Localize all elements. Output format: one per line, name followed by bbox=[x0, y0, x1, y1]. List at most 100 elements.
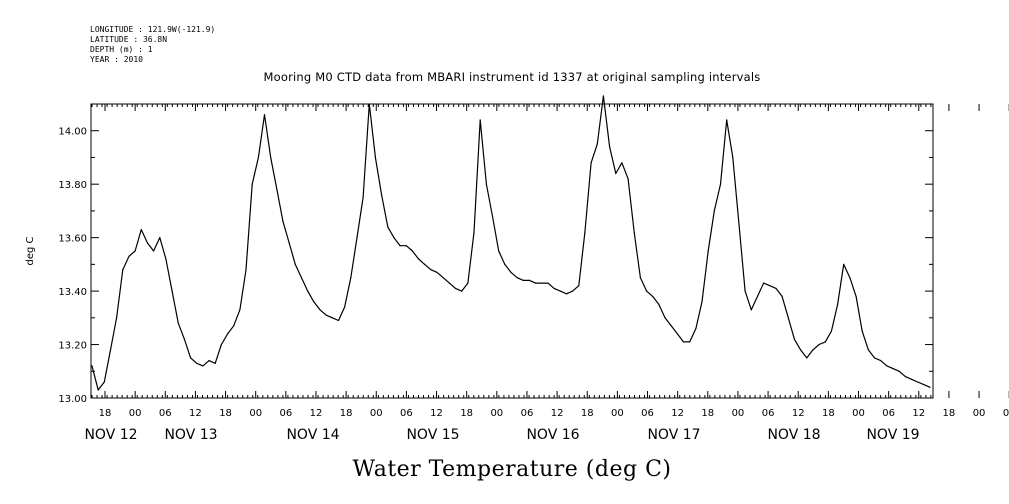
y-tick-label: 14.00 bbox=[58, 127, 87, 138]
x-axis-label: Water Temperature (deg C) bbox=[353, 457, 672, 482]
temperature-data-point bbox=[171, 290, 173, 292]
temperature-data-point bbox=[393, 237, 395, 239]
temperature-data-point bbox=[689, 341, 691, 343]
temperature-data-point bbox=[442, 277, 444, 279]
temperature-data-point bbox=[818, 343, 820, 346]
temperature-data-point bbox=[849, 277, 851, 279]
temperature-data-point bbox=[491, 215, 494, 217]
temperature-data-point bbox=[128, 255, 130, 257]
temperature-data-point bbox=[153, 250, 155, 252]
temperature-data-point bbox=[116, 317, 118, 319]
x-hour-tick-label: 18 bbox=[219, 408, 232, 419]
x-hour-tick-label: 06 bbox=[521, 408, 534, 419]
temperature-data-point bbox=[418, 258, 420, 260]
temperature-data-point bbox=[183, 338, 185, 340]
x-hour-tick-label: 18 bbox=[99, 408, 112, 419]
temperature-data-point bbox=[553, 287, 555, 289]
x-hour-tick-label: 12 bbox=[912, 408, 925, 419]
temperature-data-point bbox=[781, 295, 783, 297]
x-hour-tick-label: 12 bbox=[430, 408, 443, 419]
x-hour-tick-label: 00 bbox=[249, 408, 262, 419]
temperature-data-point bbox=[837, 303, 839, 306]
temperature-data-point bbox=[843, 263, 845, 265]
x-hour-tick-label: 00 bbox=[852, 408, 865, 419]
temperature-data-point bbox=[227, 333, 229, 335]
temperature-data-point bbox=[646, 290, 648, 292]
temperature-data-point bbox=[251, 183, 253, 185]
temperature-data-point bbox=[880, 360, 882, 362]
temperature-data-point bbox=[122, 269, 124, 271]
y-tick-label: 13.80 bbox=[58, 180, 87, 191]
temperature-data-point bbox=[103, 381, 105, 383]
temperature-data-point bbox=[904, 376, 907, 378]
x-hour-tick-label: 00 bbox=[611, 408, 624, 419]
temperature-data-point bbox=[633, 231, 635, 233]
temperature-data-point bbox=[584, 231, 586, 233]
temperature-data-point bbox=[775, 287, 777, 289]
x-day-label: NOV 17 bbox=[647, 427, 700, 443]
temperature-data-point bbox=[824, 341, 826, 343]
temperature-data-point bbox=[750, 309, 752, 311]
x-day-label: NOV 15 bbox=[406, 427, 459, 443]
temperature-data-point bbox=[196, 362, 198, 364]
temperature-data-point bbox=[159, 237, 161, 239]
temperature-data-point bbox=[146, 242, 149, 244]
temperature-data-point bbox=[707, 250, 709, 252]
temperature-data-point bbox=[701, 301, 703, 303]
temperature-data-point bbox=[929, 386, 931, 388]
x-hour-tick-label: 06 bbox=[400, 408, 413, 419]
temperature-data-point bbox=[387, 226, 389, 228]
x-hour-tick-label: 00 bbox=[732, 408, 745, 419]
temperature-data-point bbox=[787, 317, 789, 319]
temperature-data-point bbox=[892, 368, 894, 370]
temperature-data-point bbox=[140, 229, 142, 231]
temperature-data-point bbox=[381, 194, 383, 196]
temperature-data-point bbox=[233, 325, 235, 327]
temperature-data-point bbox=[763, 282, 765, 284]
x-hour-tick-label: 06 bbox=[159, 408, 172, 419]
temperature-data-point bbox=[307, 290, 309, 292]
chart-title: Mooring M0 CTD data from MBARI instrumen… bbox=[264, 70, 761, 84]
temperature-data-point bbox=[270, 156, 272, 159]
x-hour-tick-label: 06 bbox=[762, 408, 775, 419]
x-hour-tick-label: 12 bbox=[189, 408, 202, 419]
x-day-label: NOV 16 bbox=[526, 427, 579, 443]
x-hour-tick-label: 18 bbox=[822, 408, 835, 419]
temperature-data-point bbox=[713, 210, 715, 212]
temperature-data-point bbox=[454, 287, 457, 289]
temperature-data-point bbox=[276, 188, 278, 191]
temperature-data-point bbox=[214, 362, 216, 364]
temperature-data-point bbox=[682, 341, 685, 343]
temperature-data-point bbox=[368, 103, 370, 105]
temperature-data-point bbox=[652, 295, 654, 297]
temperature-data-point bbox=[695, 327, 697, 330]
x-hour-tick-label: 06 bbox=[882, 408, 895, 419]
temperature-data-point bbox=[516, 277, 518, 279]
temperature-data-point bbox=[578, 285, 580, 287]
temperature-data-point bbox=[861, 330, 863, 332]
temperature-data-point bbox=[356, 237, 358, 239]
temperature-data-point bbox=[510, 271, 512, 273]
x-day-label: NOV 18 bbox=[767, 427, 820, 443]
temperature-data-point bbox=[615, 172, 617, 175]
temperature-data-point bbox=[374, 156, 376, 159]
x-day-label: NOV 13 bbox=[164, 427, 217, 443]
y-tick-label: 13.60 bbox=[58, 234, 87, 245]
temperature-data-point bbox=[498, 250, 500, 252]
y-tick-label: 13.40 bbox=[58, 287, 87, 298]
temperature-data-point bbox=[245, 269, 247, 271]
temperature-data-point bbox=[177, 322, 179, 324]
temperature-data-point bbox=[830, 330, 833, 332]
temperature-data-point bbox=[732, 156, 734, 159]
temperature-data-point bbox=[344, 306, 346, 308]
temperature-data-point bbox=[220, 343, 222, 346]
temperature-data-point bbox=[319, 309, 321, 311]
y-tick-label: 13.20 bbox=[58, 341, 87, 352]
temperature-data-point bbox=[806, 357, 808, 359]
x-hour-tick-label: 12 bbox=[671, 408, 684, 419]
temperature-data-point bbox=[873, 357, 876, 359]
series-layer bbox=[91, 95, 931, 391]
temperature-data-point bbox=[448, 282, 450, 284]
temperature-data-point bbox=[756, 295, 759, 297]
temperature-data-point bbox=[337, 319, 340, 322]
